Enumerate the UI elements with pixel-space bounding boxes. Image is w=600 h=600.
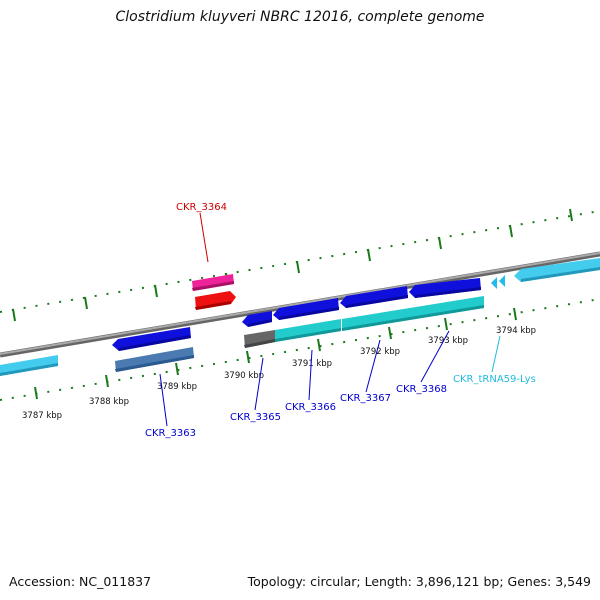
gene-label-ckr3368[interactable]: CKR_3368 <box>396 384 447 395</box>
gene-feature-ckr3364-red[interactable] <box>195 291 236 310</box>
gene-feature-ckr3368-blue[interactable] <box>409 278 481 298</box>
gene-labels: CKR_3364 CKR_3363 CKR_3365 CKR_3366 CKR_… <box>145 202 536 439</box>
scale-label-3791: 3791 kbp <box>292 359 332 369</box>
gene-feature-ckr3363-steelblue[interactable] <box>115 347 194 372</box>
genome-title: Clostridium kluyveri NBRC 12016, complet… <box>115 9 485 25</box>
gene-label-ckr3367[interactable]: CKR_3367 <box>340 393 391 404</box>
scale-label-3787: 3787 kbp <box>22 411 62 421</box>
scale-label-3789: 3789 kbp <box>157 382 197 392</box>
trna-feature[interactable] <box>491 275 505 289</box>
gene-feature-ckr3365-gray[interactable] <box>244 330 275 348</box>
gene-label-ckr3366[interactable]: CKR_3366 <box>285 402 336 413</box>
scale-label-3793: 3793 kbp <box>428 336 468 346</box>
scale-labels: 3787 kbp 3788 kbp 3789 kbp 3790 kbp 3791… <box>22 326 536 421</box>
gene-feature-ckr3366-blue[interactable] <box>273 298 339 320</box>
lower-tick-track <box>0 298 600 401</box>
gene-label-ckr3363[interactable]: CKR_3363 <box>145 428 196 439</box>
gene-feature-ckr3367-blue[interactable] <box>340 286 408 308</box>
gene-feature-ckr3363-blue[interactable] <box>112 327 191 351</box>
gene-features <box>0 258 600 376</box>
gene-feature-ckr3367-cyan[interactable] <box>342 296 484 331</box>
scale-label-3792: 3792 kbp <box>360 347 400 357</box>
gene-feature-left-lightblue[interactable] <box>0 355 58 376</box>
gene-label-ckr3365[interactable]: CKR_3365 <box>230 412 281 423</box>
scale-label-3788: 3788 kbp <box>89 397 129 407</box>
gene-feature-ckr3364-magenta[interactable] <box>192 274 234 291</box>
gene-feature-ckr3366-cyan[interactable] <box>275 319 341 342</box>
gene-feature-right-lightblue[interactable] <box>514 258 600 282</box>
gene-feature-ckr3365-blue[interactable] <box>242 311 272 327</box>
genome-summary-label: Topology: circular; Length: 3,896,121 bp… <box>247 574 591 589</box>
scale-label-3790: 3790 kbp <box>224 371 264 381</box>
gene-label-ckr3364[interactable]: CKR_3364 <box>176 202 227 213</box>
accession-label: Accession: NC_011837 <box>9 574 152 589</box>
scale-label-3794: 3794 kbp <box>496 326 536 336</box>
gene-label-trna59-lys[interactable]: CKR_tRNA59-Lys <box>453 374 536 385</box>
genome-backbone <box>0 251 600 358</box>
label-leader-lines <box>159 212 501 427</box>
